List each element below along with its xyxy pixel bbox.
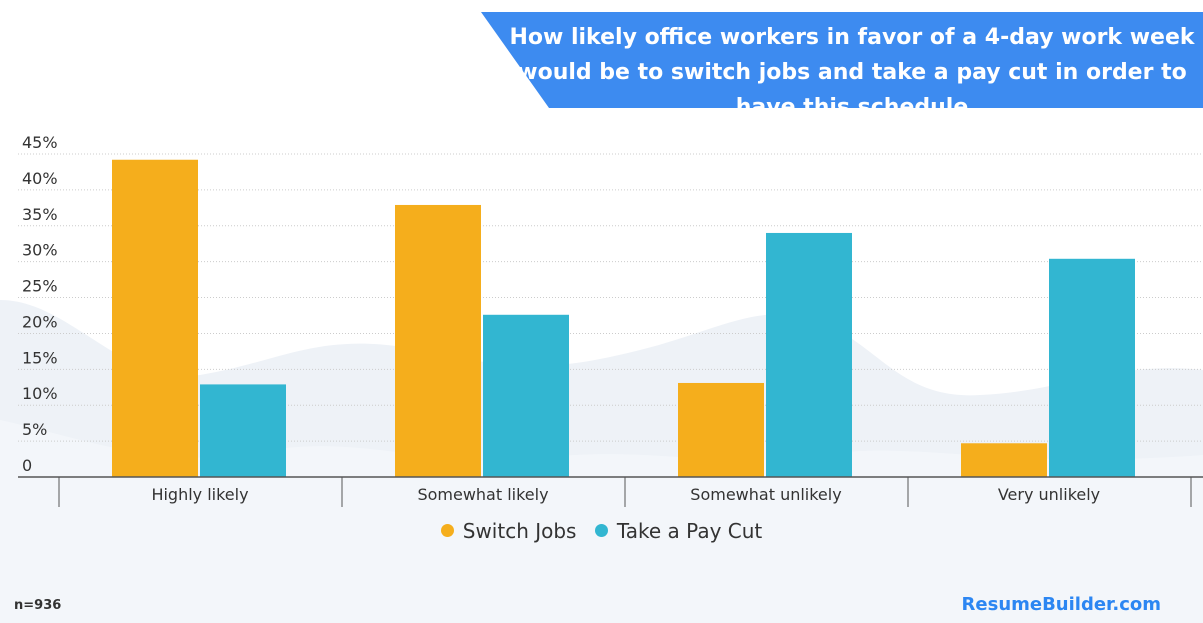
background-wave-2 [0,420,1203,623]
bar-take-a-pay-cut [483,314,569,477]
y-tick-label: 25% [22,277,58,296]
x-tick-label: Somewhat unlikely [690,485,841,504]
title-banner-shape [481,12,1203,108]
bar-take-a-pay-cut [200,384,286,477]
sample-size-note: n=936 [14,598,62,613]
x-tick-label: Very unlikely [998,485,1100,504]
legend-item-take-a-pay-cut[interactable]: Take a Pay Cut [594,518,763,543]
x-tick-label: Highly likely [151,485,248,504]
y-tick-label: 20% [22,312,58,331]
legend-label-take-a-pay-cut: Take a Pay Cut [616,518,763,543]
y-tick-label: 10% [22,384,58,403]
chart-title: How likely office workers in favor of a … [509,25,1195,120]
bars [112,159,1135,477]
legend-marker-take-a-pay-cut [594,524,608,537]
title-banner [481,12,1203,108]
brand-link[interactable]: ResumeBuilder.com [961,594,1161,615]
y-tick-label: 35% [22,205,58,224]
legend-item-switch-jobs[interactable]: Switch Jobs [440,518,577,543]
legend-marker-switch-jobs [440,524,454,537]
legend-label-switch-jobs: Switch Jobs [462,518,577,543]
bar-take-a-pay-cut [766,232,852,477]
y-tick-label: 5% [22,420,47,439]
gridlines [18,153,1203,442]
bar-switch-jobs [395,204,481,477]
legend: Switch Jobs Take a Pay Cut [0,518,1203,543]
bar-switch-jobs [961,443,1047,477]
bar-take-a-pay-cut [1049,258,1135,477]
y-tick-label: 0 [22,456,32,475]
y-tick-label: 15% [22,348,58,367]
y-tick-label: 40% [22,169,58,188]
bar-switch-jobs [678,382,764,477]
y-tick-label: 30% [22,241,58,260]
y-tick-label: 45% [22,133,58,152]
axes: 0 5% 10% 15% 20% 25% 30% 35% 40% 45% Highly likely… [18,133,1203,507]
bar-switch-jobs [112,159,198,477]
x-tick-label: Somewhat likely [417,485,548,504]
